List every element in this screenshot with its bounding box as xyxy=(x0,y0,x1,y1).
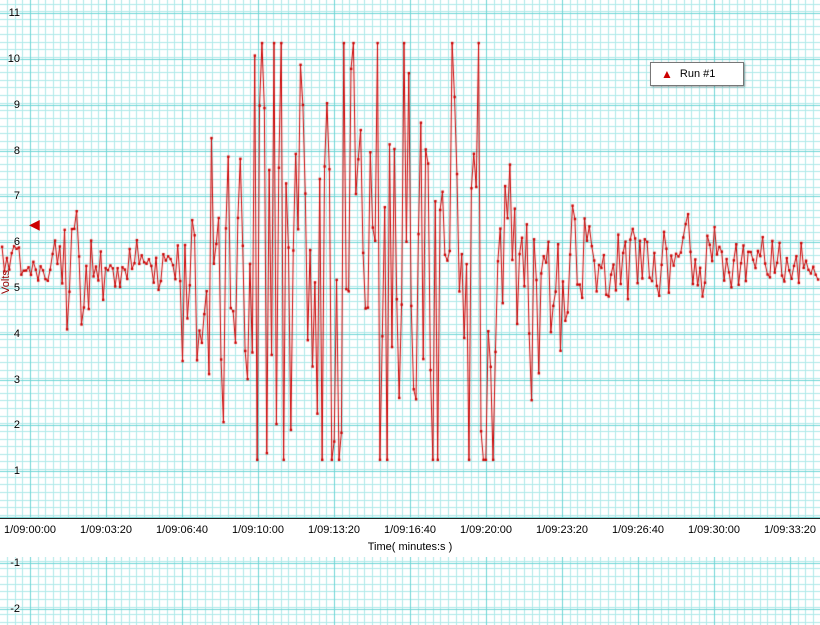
legend-box[interactable]: ▲ Run #1 xyxy=(650,62,744,86)
y-tick-label: 10 xyxy=(7,53,20,65)
x-tick-label: 1/09:20:00 xyxy=(460,524,512,536)
y-tick-label: 1 xyxy=(13,465,20,478)
y-tick-label: 8 xyxy=(13,144,20,157)
y-tick-label: 4 xyxy=(13,327,20,340)
x-tick-label: 1/09:23:20 xyxy=(536,524,588,536)
y-tick-label: 5 xyxy=(13,282,20,294)
y-tick-label: 3 xyxy=(13,373,20,386)
x-tick-label: 1/09:00:00 xyxy=(4,524,56,536)
y-tick-label: 2 xyxy=(13,419,20,432)
legend-run-marker-icon: ▲ xyxy=(661,67,673,81)
y-tick-label: 9 xyxy=(13,98,20,111)
x-axis-strip: 1/09:00:00 1/09:03:20 1/09:06:40 1/09:10:00… xyxy=(0,518,820,557)
y-tick-label: 6 xyxy=(13,236,20,249)
y-tick-label: 7 xyxy=(13,190,20,203)
y-tick-label: 11 xyxy=(8,7,20,20)
x-tick-label: 1/09:33:20 xyxy=(764,524,816,536)
y-axis-title: Volts xyxy=(0,270,12,294)
x-tick-label: 1/09:03:20 xyxy=(80,524,132,536)
y-axis-value-marker-icon[interactable]: ◀ xyxy=(29,215,40,232)
x-tick-label: 1/09:06:40 xyxy=(156,524,208,536)
x-tick-label: 1/09:16:40 xyxy=(384,524,436,536)
legend-run-label: Run #1 xyxy=(679,68,716,80)
x-tick-label: 1/09:10:00 xyxy=(232,524,284,536)
x-tick-label: 1/09:13:20 xyxy=(308,524,360,536)
x-axis-title: Time( minutes:s ) xyxy=(367,541,453,553)
y-tick-label: -2 xyxy=(10,602,20,615)
x-tick-label: 1/09:26:40 xyxy=(612,524,664,536)
x-tick-label: 1/09:30:00 xyxy=(688,524,740,536)
y-tick-label: -1 xyxy=(10,556,20,569)
